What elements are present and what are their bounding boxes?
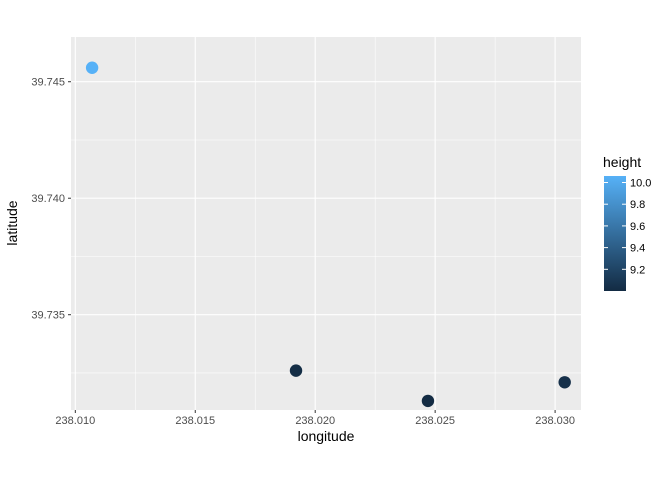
panel-background [71, 37, 581, 410]
y-axis: 39.735 39.740 39.745 [31, 77, 71, 322]
data-point [558, 376, 571, 389]
x-tick-label: 238.025 [415, 415, 455, 427]
legend-tick-label: 9.8 [630, 199, 645, 211]
legend-tick-label: 9.6 [630, 221, 645, 233]
x-tick-label: 238.015 [175, 415, 215, 427]
legend-colorbar [604, 176, 626, 291]
data-point [421, 394, 435, 408]
color-legend: height 9.2 9.4 9.6 9.8 10.0 [603, 154, 651, 291]
major-grid-lines [71, 37, 581, 410]
data-point [85, 61, 99, 74]
y-tick-label: 39.745 [31, 77, 65, 89]
legend-tick-label: 10.0 [630, 178, 651, 190]
x-tick-label: 238.010 [55, 415, 95, 427]
legend-tick-label: 9.4 [630, 243, 645, 255]
y-tick-label: 39.735 [31, 310, 65, 322]
legend-title: height [603, 154, 641, 170]
y-axis-title: latitude [4, 200, 20, 245]
x-axis: 238.010 238.015 238.020 238.025 238.030 [55, 410, 575, 427]
x-tick-label: 238.030 [535, 415, 575, 427]
legend-ticks: 9.2 9.4 9.6 9.8 10.0 [604, 178, 651, 276]
x-axis-title: longitude [298, 428, 355, 444]
minor-grid-lines [71, 37, 581, 410]
y-tick-label: 39.740 [31, 193, 65, 205]
legend-tick-label: 9.2 [630, 264, 645, 276]
x-tick-label: 238.020 [295, 415, 335, 427]
data-points [85, 61, 571, 408]
data-point [289, 364, 303, 377]
